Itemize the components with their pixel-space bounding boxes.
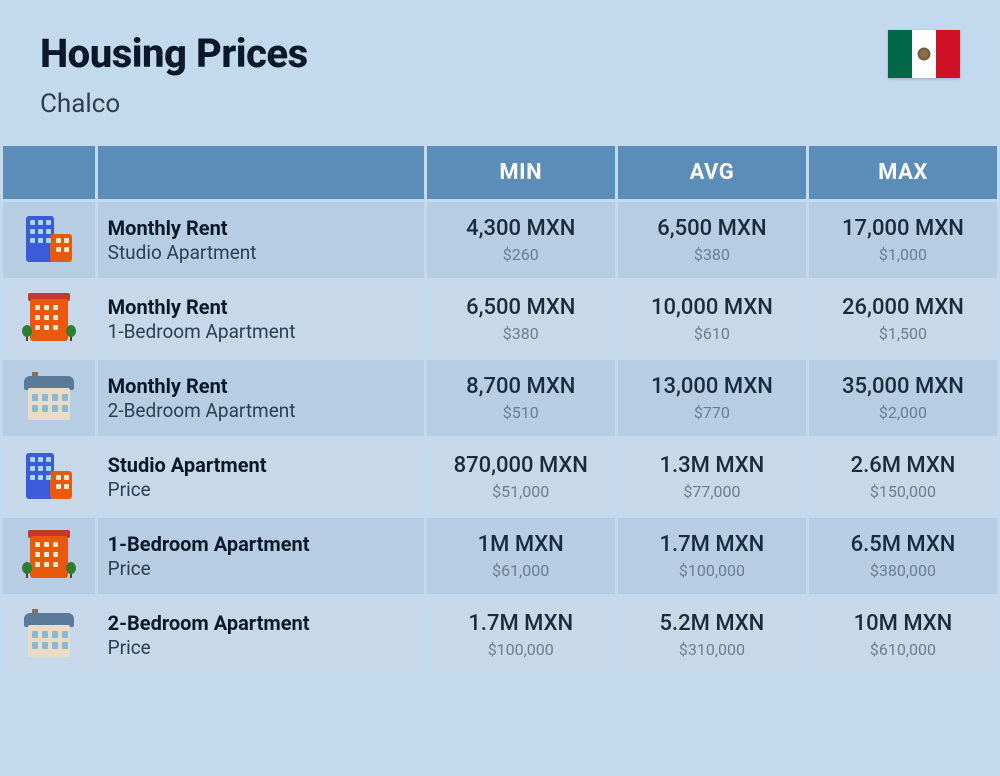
building-tall-icon	[22, 451, 76, 499]
row-min: 1M MXN$61,000	[427, 518, 615, 594]
row-avg: 1.3M MXN$77,000	[618, 439, 806, 515]
row-title: 1-Bedroom Apartment	[108, 532, 414, 557]
row-avg: 10,000 MXN$610	[618, 281, 806, 357]
row-max: 6.5M MXN$380,000	[809, 518, 997, 594]
row-icon-cell	[3, 597, 95, 673]
row-label-cell: Monthly Rent2-Bedroom Apartment	[98, 360, 424, 436]
col-min: MIN	[427, 146, 615, 199]
col-max: MAX	[809, 146, 997, 199]
page-title: Housing Prices	[40, 30, 960, 77]
row-avg: 13,000 MXN$770	[618, 360, 806, 436]
row-max: 2.6M MXN$150,000	[809, 439, 997, 515]
col-blank-label	[98, 146, 424, 199]
row-subtitle: Price	[108, 557, 414, 581]
row-min: 870,000 MXN$51,000	[427, 439, 615, 515]
prices-table: MIN AVG MAX Monthly RentStudio Apartment…	[0, 143, 1000, 676]
row-label-cell: Monthly Rent1-Bedroom Apartment	[98, 281, 424, 357]
mexico-flag-icon	[888, 30, 960, 78]
row-max: 35,000 MXN$2,000	[809, 360, 997, 436]
building-mid-icon	[22, 293, 76, 341]
row-max: 17,000 MXN$1,000	[809, 202, 997, 278]
col-avg: AVG	[618, 146, 806, 199]
row-icon-cell	[3, 281, 95, 357]
row-min: 4,300 MXN$260	[427, 202, 615, 278]
building-house-icon	[22, 609, 76, 657]
table-row: Monthly Rent2-Bedroom Apartment8,700 MXN…	[3, 360, 997, 436]
row-avg: 5.2M MXN$310,000	[618, 597, 806, 673]
row-subtitle: Studio Apartment	[108, 241, 414, 265]
row-min: 8,700 MXN$510	[427, 360, 615, 436]
row-subtitle: 1-Bedroom Apartment	[108, 320, 414, 344]
page-subtitle: Chalco	[40, 89, 960, 119]
row-icon-cell	[3, 202, 95, 278]
building-mid-icon	[22, 530, 76, 578]
row-title: Monthly Rent	[108, 374, 414, 399]
row-label-cell: Studio ApartmentPrice	[98, 439, 424, 515]
col-blank-icon	[3, 146, 95, 199]
row-subtitle: 2-Bedroom Apartment	[108, 399, 414, 423]
table-row: 2-Bedroom ApartmentPrice1.7M MXN$100,000…	[3, 597, 997, 673]
building-tall-icon	[22, 214, 76, 262]
row-label-cell: 1-Bedroom ApartmentPrice	[98, 518, 424, 594]
row-title: Studio Apartment	[108, 453, 414, 478]
header: Housing Prices Chalco	[0, 0, 1000, 143]
table-row: Monthly Rent1-Bedroom Apartment6,500 MXN…	[3, 281, 997, 357]
row-label-cell: Monthly RentStudio Apartment	[98, 202, 424, 278]
row-title: 2-Bedroom Apartment	[108, 611, 414, 636]
row-icon-cell	[3, 439, 95, 515]
row-subtitle: Price	[108, 478, 414, 502]
row-subtitle: Price	[108, 636, 414, 660]
row-avg: 6,500 MXN$380	[618, 202, 806, 278]
row-avg: 1.7M MXN$100,000	[618, 518, 806, 594]
table-row: Monthly RentStudio Apartment4,300 MXN$26…	[3, 202, 997, 278]
table-row: Studio ApartmentPrice870,000 MXN$51,0001…	[3, 439, 997, 515]
row-icon-cell	[3, 360, 95, 436]
row-max: 10M MXN$610,000	[809, 597, 997, 673]
row-title: Monthly Rent	[108, 295, 414, 320]
row-min: 6,500 MXN$380	[427, 281, 615, 357]
row-label-cell: 2-Bedroom ApartmentPrice	[98, 597, 424, 673]
row-min: 1.7M MXN$100,000	[427, 597, 615, 673]
row-icon-cell	[3, 518, 95, 594]
row-title: Monthly Rent	[108, 216, 414, 241]
row-max: 26,000 MXN$1,500	[809, 281, 997, 357]
table-row: 1-Bedroom ApartmentPrice1M MXN$61,0001.7…	[3, 518, 997, 594]
building-house-icon	[22, 372, 76, 420]
